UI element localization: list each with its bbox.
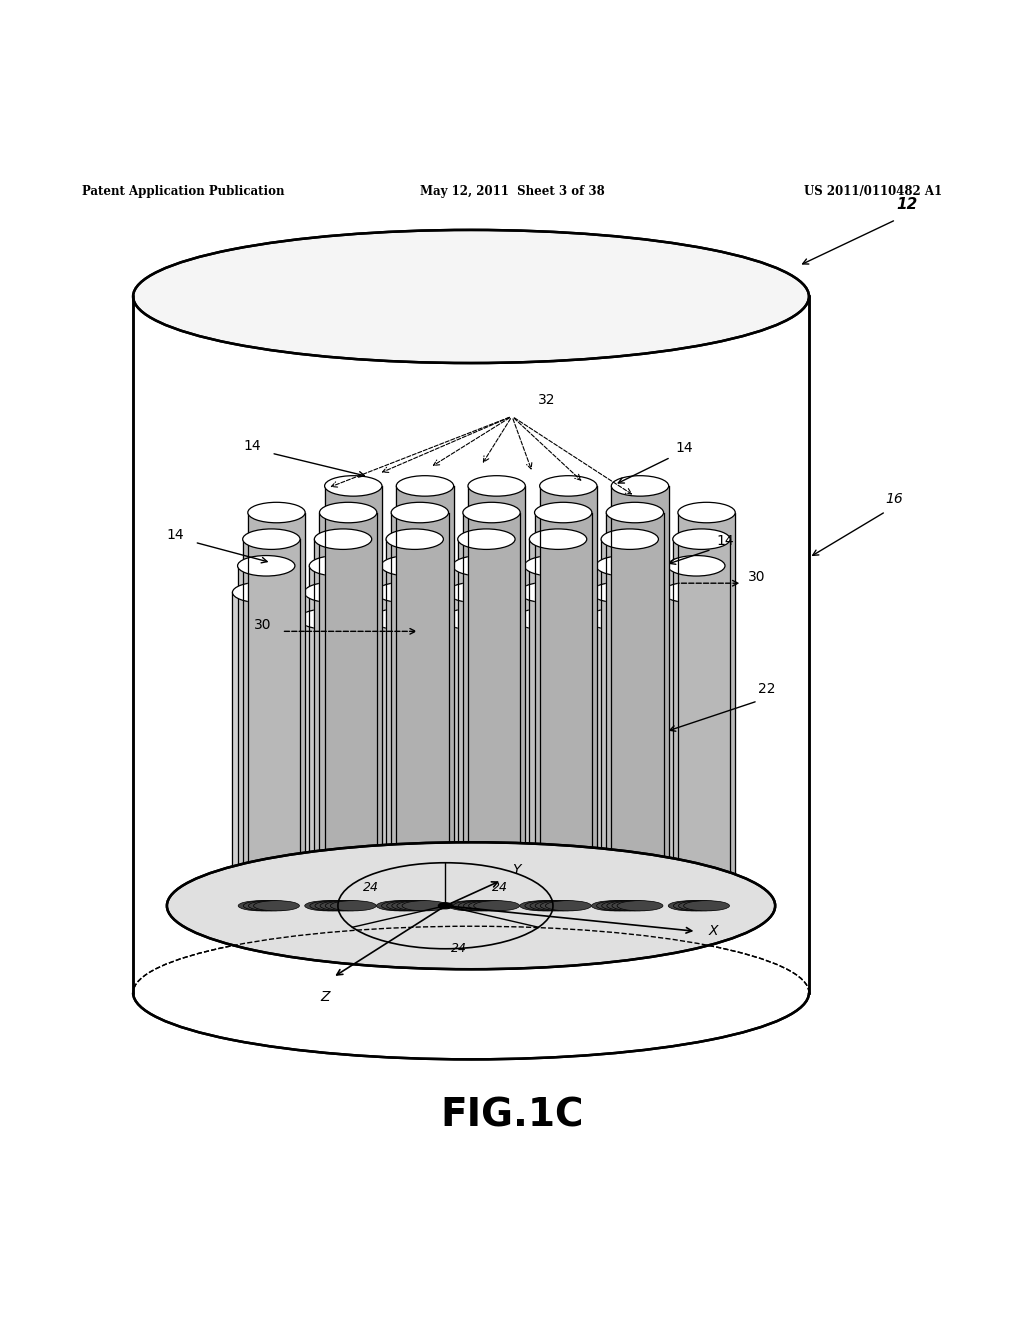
Ellipse shape xyxy=(586,609,643,630)
Ellipse shape xyxy=(392,900,437,911)
Ellipse shape xyxy=(678,503,735,523)
Ellipse shape xyxy=(396,475,454,496)
Ellipse shape xyxy=(447,582,505,603)
Ellipse shape xyxy=(239,900,284,911)
Text: 24: 24 xyxy=(362,880,379,894)
Ellipse shape xyxy=(254,900,299,911)
Ellipse shape xyxy=(309,556,367,576)
Ellipse shape xyxy=(458,529,515,549)
Ellipse shape xyxy=(397,900,442,911)
Text: 14: 14 xyxy=(244,440,261,453)
Text: X: X xyxy=(709,924,718,939)
Ellipse shape xyxy=(382,900,427,911)
Ellipse shape xyxy=(402,900,447,911)
Text: 32: 32 xyxy=(538,393,555,407)
Ellipse shape xyxy=(454,900,499,911)
Text: 24: 24 xyxy=(451,941,467,954)
Ellipse shape xyxy=(606,503,664,523)
Ellipse shape xyxy=(596,556,653,576)
Ellipse shape xyxy=(304,582,361,603)
Ellipse shape xyxy=(381,556,438,576)
Text: Patent Application Publication: Patent Application Publication xyxy=(82,185,285,198)
Ellipse shape xyxy=(535,503,592,523)
Ellipse shape xyxy=(325,475,382,496)
Text: 14: 14 xyxy=(167,528,184,543)
Ellipse shape xyxy=(238,556,295,576)
Text: 14: 14 xyxy=(676,441,693,455)
Ellipse shape xyxy=(387,900,432,911)
Ellipse shape xyxy=(459,900,504,911)
Ellipse shape xyxy=(529,529,587,549)
Ellipse shape xyxy=(617,900,663,911)
Ellipse shape xyxy=(310,900,355,911)
Ellipse shape xyxy=(464,900,509,911)
Ellipse shape xyxy=(684,900,729,911)
Ellipse shape xyxy=(133,230,809,363)
Text: FIG.1C: FIG.1C xyxy=(440,1097,584,1135)
Ellipse shape xyxy=(469,900,514,911)
Ellipse shape xyxy=(442,609,500,630)
Text: May 12, 2011  Sheet 3 of 38: May 12, 2011 Sheet 3 of 38 xyxy=(420,185,604,198)
Ellipse shape xyxy=(299,609,356,630)
Ellipse shape xyxy=(391,503,449,523)
Ellipse shape xyxy=(232,582,290,603)
Ellipse shape xyxy=(607,900,652,911)
Ellipse shape xyxy=(376,582,433,603)
Text: 24: 24 xyxy=(492,880,508,894)
Ellipse shape xyxy=(314,529,372,549)
Ellipse shape xyxy=(463,503,520,523)
Ellipse shape xyxy=(321,900,366,911)
Text: 30: 30 xyxy=(254,618,271,632)
Ellipse shape xyxy=(673,529,730,549)
Text: 14: 14 xyxy=(717,535,734,548)
Ellipse shape xyxy=(519,582,577,603)
Ellipse shape xyxy=(167,842,775,969)
Ellipse shape xyxy=(669,900,714,911)
Ellipse shape xyxy=(668,556,725,576)
Ellipse shape xyxy=(453,556,510,576)
Ellipse shape xyxy=(377,900,422,911)
Ellipse shape xyxy=(541,900,586,911)
Ellipse shape xyxy=(248,503,305,523)
Ellipse shape xyxy=(601,529,658,549)
Text: 22: 22 xyxy=(758,681,775,696)
Ellipse shape xyxy=(602,900,647,911)
Ellipse shape xyxy=(371,609,428,630)
Ellipse shape xyxy=(674,900,719,911)
Ellipse shape xyxy=(546,900,591,911)
Ellipse shape xyxy=(315,900,360,911)
Ellipse shape xyxy=(468,475,525,496)
Text: Y: Y xyxy=(512,863,520,876)
Ellipse shape xyxy=(611,475,669,496)
Ellipse shape xyxy=(386,529,443,549)
Text: US 2011/0110482 A1: US 2011/0110482 A1 xyxy=(804,185,942,198)
Ellipse shape xyxy=(438,903,453,909)
Ellipse shape xyxy=(525,900,570,911)
Ellipse shape xyxy=(540,475,597,496)
Ellipse shape xyxy=(319,503,377,523)
Ellipse shape xyxy=(592,900,637,911)
Ellipse shape xyxy=(305,900,350,911)
Ellipse shape xyxy=(679,900,724,911)
Ellipse shape xyxy=(249,900,294,911)
Ellipse shape xyxy=(326,900,371,911)
Ellipse shape xyxy=(663,582,720,603)
Ellipse shape xyxy=(530,900,575,911)
Ellipse shape xyxy=(597,900,642,911)
Ellipse shape xyxy=(449,900,494,911)
Ellipse shape xyxy=(331,900,376,911)
Text: 30: 30 xyxy=(748,570,765,585)
Ellipse shape xyxy=(474,900,519,911)
Ellipse shape xyxy=(612,900,657,911)
Ellipse shape xyxy=(591,582,648,603)
Ellipse shape xyxy=(520,900,565,911)
Text: 16: 16 xyxy=(886,492,903,507)
Text: Z: Z xyxy=(319,990,330,1003)
Ellipse shape xyxy=(244,900,289,911)
Ellipse shape xyxy=(514,609,571,630)
Ellipse shape xyxy=(536,900,581,911)
Ellipse shape xyxy=(524,556,582,576)
Text: 12: 12 xyxy=(896,198,918,213)
Ellipse shape xyxy=(243,529,300,549)
